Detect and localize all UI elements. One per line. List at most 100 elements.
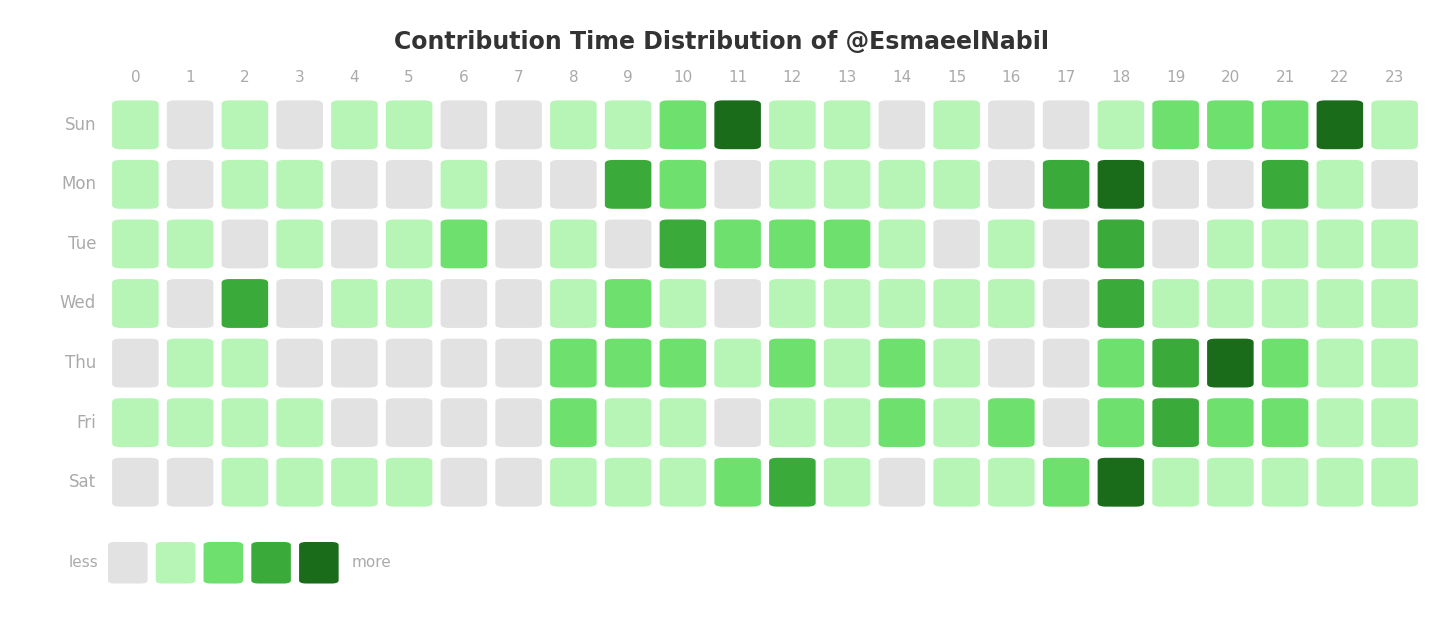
FancyBboxPatch shape: [1371, 458, 1417, 507]
FancyBboxPatch shape: [659, 398, 707, 447]
FancyBboxPatch shape: [222, 160, 268, 209]
FancyBboxPatch shape: [112, 279, 159, 328]
FancyBboxPatch shape: [549, 100, 597, 149]
FancyBboxPatch shape: [222, 220, 268, 268]
FancyBboxPatch shape: [1207, 398, 1253, 447]
FancyBboxPatch shape: [1262, 100, 1308, 149]
FancyBboxPatch shape: [1371, 220, 1417, 268]
Text: 12: 12: [783, 70, 802, 85]
FancyBboxPatch shape: [714, 279, 761, 328]
FancyBboxPatch shape: [1043, 279, 1089, 328]
FancyBboxPatch shape: [1262, 338, 1308, 388]
Text: 13: 13: [838, 70, 857, 85]
FancyBboxPatch shape: [604, 279, 652, 328]
FancyBboxPatch shape: [1097, 458, 1144, 507]
FancyBboxPatch shape: [167, 398, 213, 447]
FancyBboxPatch shape: [277, 458, 323, 507]
FancyBboxPatch shape: [1262, 398, 1308, 447]
FancyBboxPatch shape: [823, 160, 871, 209]
FancyBboxPatch shape: [549, 279, 597, 328]
FancyBboxPatch shape: [1371, 279, 1417, 328]
FancyBboxPatch shape: [878, 279, 926, 328]
FancyBboxPatch shape: [222, 100, 268, 149]
FancyBboxPatch shape: [441, 220, 487, 268]
FancyBboxPatch shape: [167, 160, 213, 209]
FancyBboxPatch shape: [1097, 100, 1144, 149]
FancyBboxPatch shape: [386, 279, 433, 328]
FancyBboxPatch shape: [823, 279, 871, 328]
FancyBboxPatch shape: [769, 279, 816, 328]
FancyBboxPatch shape: [933, 338, 981, 388]
FancyBboxPatch shape: [277, 338, 323, 388]
FancyBboxPatch shape: [108, 542, 147, 583]
FancyBboxPatch shape: [933, 458, 981, 507]
FancyBboxPatch shape: [1043, 338, 1089, 388]
FancyBboxPatch shape: [298, 542, 339, 583]
FancyBboxPatch shape: [604, 220, 652, 268]
FancyBboxPatch shape: [933, 100, 981, 149]
FancyBboxPatch shape: [1262, 279, 1308, 328]
FancyBboxPatch shape: [1152, 220, 1198, 268]
FancyBboxPatch shape: [878, 458, 926, 507]
FancyBboxPatch shape: [112, 458, 159, 507]
FancyBboxPatch shape: [988, 458, 1035, 507]
FancyBboxPatch shape: [332, 279, 378, 328]
FancyBboxPatch shape: [1207, 338, 1253, 388]
FancyBboxPatch shape: [1371, 398, 1417, 447]
FancyBboxPatch shape: [386, 160, 433, 209]
FancyBboxPatch shape: [1317, 220, 1363, 268]
FancyBboxPatch shape: [1317, 279, 1363, 328]
FancyBboxPatch shape: [714, 338, 761, 388]
Text: 7: 7: [513, 70, 523, 85]
Text: 14: 14: [893, 70, 911, 85]
FancyBboxPatch shape: [659, 458, 707, 507]
FancyBboxPatch shape: [1207, 100, 1253, 149]
FancyBboxPatch shape: [167, 458, 213, 507]
FancyBboxPatch shape: [167, 100, 213, 149]
FancyBboxPatch shape: [277, 279, 323, 328]
FancyBboxPatch shape: [604, 100, 652, 149]
FancyBboxPatch shape: [714, 220, 761, 268]
FancyBboxPatch shape: [1097, 338, 1144, 388]
FancyBboxPatch shape: [441, 338, 487, 388]
FancyBboxPatch shape: [386, 220, 433, 268]
FancyBboxPatch shape: [988, 279, 1035, 328]
Text: more: more: [352, 555, 392, 570]
FancyBboxPatch shape: [441, 279, 487, 328]
FancyBboxPatch shape: [1317, 100, 1363, 149]
FancyBboxPatch shape: [222, 279, 268, 328]
FancyBboxPatch shape: [1152, 160, 1198, 209]
FancyBboxPatch shape: [112, 338, 159, 388]
FancyBboxPatch shape: [933, 279, 981, 328]
FancyBboxPatch shape: [112, 220, 159, 268]
FancyBboxPatch shape: [878, 160, 926, 209]
FancyBboxPatch shape: [714, 458, 761, 507]
FancyBboxPatch shape: [1371, 100, 1417, 149]
FancyBboxPatch shape: [604, 398, 652, 447]
Text: 23: 23: [1384, 70, 1405, 85]
Text: 22: 22: [1331, 70, 1350, 85]
Text: 19: 19: [1167, 70, 1185, 85]
FancyBboxPatch shape: [1152, 338, 1198, 388]
FancyBboxPatch shape: [823, 398, 871, 447]
Text: 11: 11: [728, 70, 747, 85]
FancyBboxPatch shape: [441, 160, 487, 209]
FancyBboxPatch shape: [878, 398, 926, 447]
FancyBboxPatch shape: [1097, 160, 1144, 209]
FancyBboxPatch shape: [496, 398, 542, 447]
FancyBboxPatch shape: [496, 220, 542, 268]
FancyBboxPatch shape: [1317, 398, 1363, 447]
FancyBboxPatch shape: [769, 398, 816, 447]
FancyBboxPatch shape: [549, 220, 597, 268]
FancyBboxPatch shape: [1152, 458, 1198, 507]
FancyBboxPatch shape: [769, 338, 816, 388]
FancyBboxPatch shape: [769, 160, 816, 209]
Text: 0: 0: [131, 70, 140, 85]
Text: 17: 17: [1057, 70, 1076, 85]
Text: 6: 6: [459, 70, 469, 85]
Text: 16: 16: [1002, 70, 1021, 85]
Text: Contribution Time Distribution of @EsmaeelNabil: Contribution Time Distribution of @Esmae…: [394, 30, 1048, 54]
FancyBboxPatch shape: [441, 100, 487, 149]
FancyBboxPatch shape: [1207, 220, 1253, 268]
FancyBboxPatch shape: [251, 542, 291, 583]
